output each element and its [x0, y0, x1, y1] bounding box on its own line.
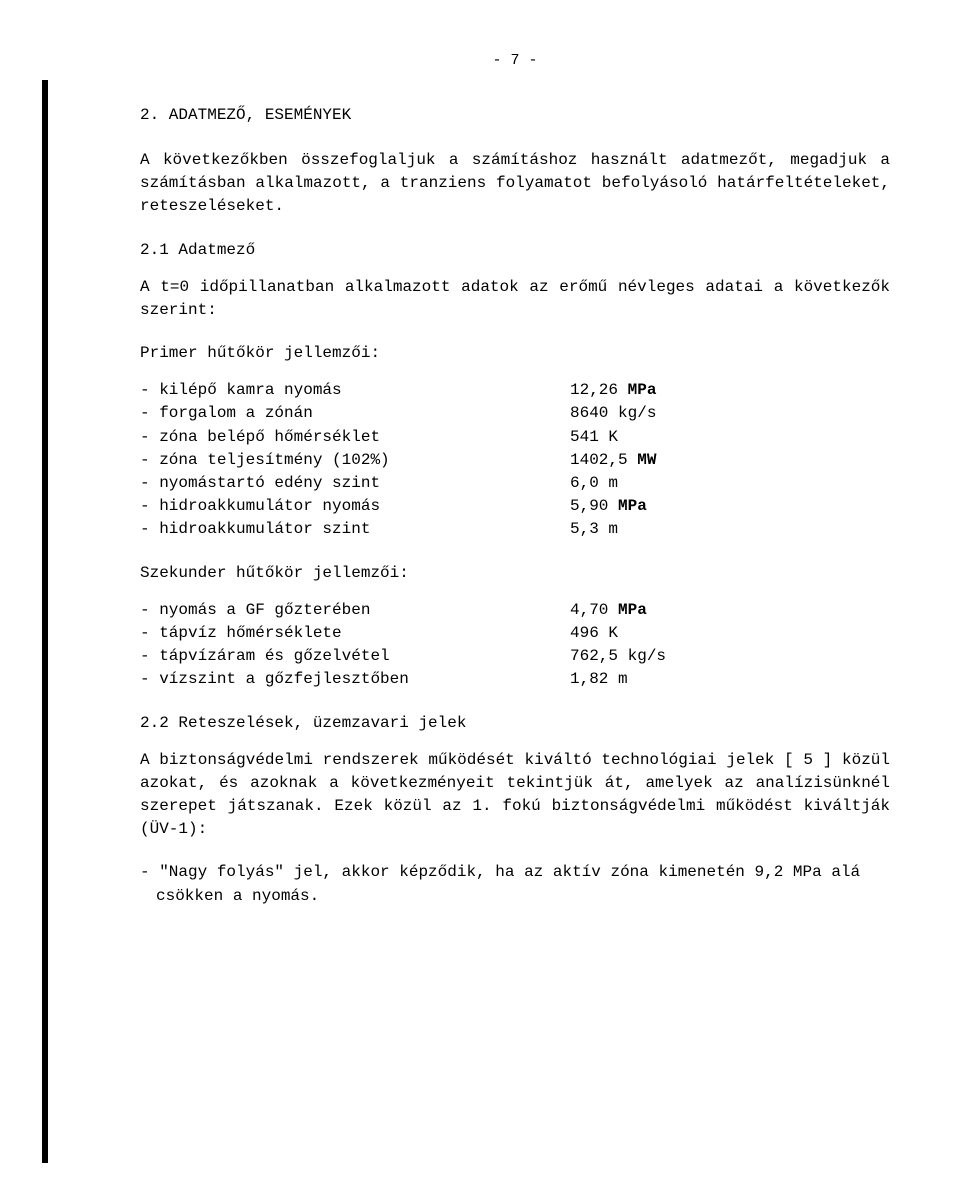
list-item-label: - zóna belépő hőmérséklet [140, 426, 570, 449]
list-item-value: 6,0 m [570, 472, 730, 495]
szekunder-list-title: Szekunder hűtőkör jellemzői: [140, 562, 890, 585]
list-item-label: - kilépő kamra nyomás [140, 379, 570, 402]
list-item-value: 8640 kg/s [570, 402, 730, 425]
unit-bold: MPa [618, 497, 647, 515]
primer-list-title: Primer hűtőkör jellemzői: [140, 342, 890, 365]
list-item-label: - nyomás a GF gőzterében [140, 599, 570, 622]
list-item: - tápvízáram és gőzelvétel762,5 kg/s [140, 645, 890, 668]
list-item: - zóna teljesítmény (102%)1402,5 MW [140, 449, 890, 472]
list-item-label: - hidroakkumulátor nyomás [140, 495, 570, 518]
bullet-item: - "Nagy folyás" jel, akkor képződik, ha … [140, 861, 890, 907]
list-item: - kilépő kamra nyomás12,26 MPa [140, 379, 890, 402]
bullet-list: - "Nagy folyás" jel, akkor képződik, ha … [140, 861, 890, 907]
unit-bold: MPa [618, 601, 647, 619]
list-item-value: 5,3 m [570, 518, 730, 541]
list-item-label: - zóna teljesítmény (102%) [140, 449, 570, 472]
list-item: - tápvíz hőmérséklete496 K [140, 622, 890, 645]
list-item-value: 4,70 MPa [570, 599, 730, 622]
unit-bold: MPa [628, 381, 657, 399]
list-item-label: - tápvízáram és gőzelvétel [140, 645, 570, 668]
page-content: - 7 - 2. ADATMEZŐ, ESEMÉNYEK A következő… [140, 50, 890, 1163]
list-item-label: - vízszint a gőzfejlesztőben [140, 668, 570, 691]
list-item-label: - tápvíz hőmérséklete [140, 622, 570, 645]
list-item: - nyomás a GF gőzterében4,70 MPa [140, 599, 890, 622]
page-number: - 7 - [140, 50, 890, 72]
list-item-value: 496 K [570, 622, 730, 645]
list-item-value: 1,82 m [570, 668, 730, 691]
szekunder-list: - nyomás a GF gőzterében4,70 MPa- tápvíz… [140, 599, 890, 692]
subsection-2-1-heading: 2.1 Adatmező [140, 239, 890, 262]
intro-paragraph: A következőkben összefoglaljuk a számítá… [140, 149, 890, 219]
primer-list: - kilépő kamra nyomás12,26 MPa- forgalom… [140, 379, 890, 541]
list-item: - forgalom a zónán8640 kg/s [140, 402, 890, 425]
subsection-2-2-heading: 2.2 Reteszelések, üzemzavari jelek [140, 712, 890, 735]
subsection-2-1-paragraph: A t=0 időpillanatban alkalmazott adatok … [140, 276, 890, 322]
scanned-page: - 7 - 2. ADATMEZŐ, ESEMÉNYEK A következő… [0, 0, 960, 1203]
list-item: - hidroakkumulátor szint5,3 m [140, 518, 890, 541]
list-item-label: - nyomástartó edény szint [140, 472, 570, 495]
subsection-2-2-paragraph: A biztonságvédelmi rendszerek működését … [140, 749, 890, 842]
list-item: - vízszint a gőzfejlesztőben1,82 m [140, 668, 890, 691]
list-item-value: 541 K [570, 426, 730, 449]
list-item-value: 762,5 kg/s [570, 645, 730, 668]
list-item-value: 12,26 MPa [570, 379, 730, 402]
list-item: - zóna belépő hőmérséklet541 K [140, 426, 890, 449]
list-item-value: 5,90 MPa [570, 495, 730, 518]
list-item: - hidroakkumulátor nyomás5,90 MPa [140, 495, 890, 518]
list-item-value: 1402,5 MW [570, 449, 730, 472]
binding-edge [42, 80, 48, 1163]
list-item-label: - forgalom a zónán [140, 402, 570, 425]
list-item: - nyomástartó edény szint6,0 m [140, 472, 890, 495]
list-item-label: - hidroakkumulátor szint [140, 518, 570, 541]
unit-bold: MW [637, 451, 656, 469]
section-heading: 2. ADATMEZŐ, ESEMÉNYEK [140, 104, 890, 127]
